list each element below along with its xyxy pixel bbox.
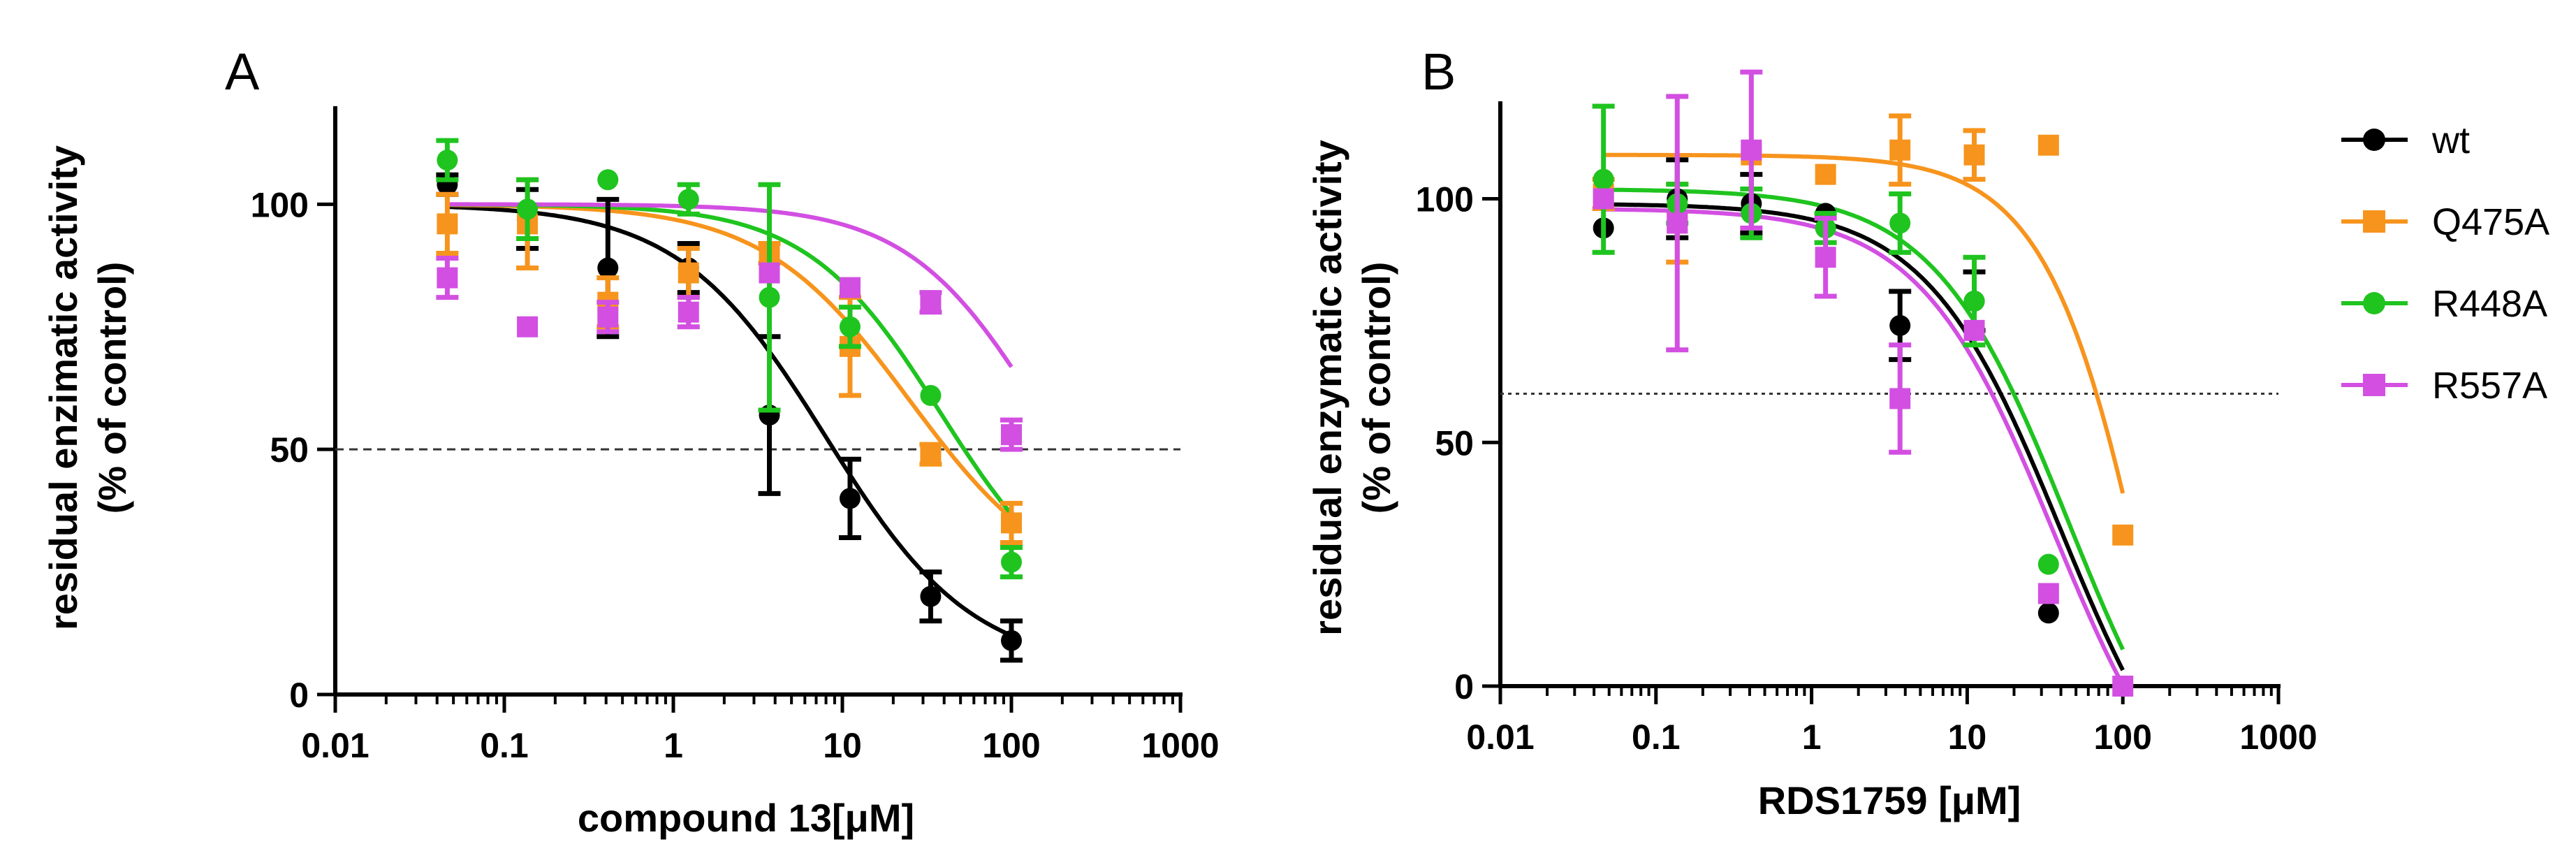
panel-b-point-q475a [1963,144,1985,166]
panel-a-point-r557a [517,316,539,337]
legend-label-r448a: R448A [2432,283,2547,325]
panel-a-point-r448a [759,286,780,308]
panel-b-x-tick-label: 1000 [2239,718,2317,757]
panel-b-point-q475a [1889,139,1911,161]
legend-marker-wt [2363,129,2385,151]
panel-a-point-q475a [1001,512,1022,534]
legend-marker-r557a [2363,374,2385,396]
panel-a-x-axis-title: compound 13[μM] [578,796,914,840]
panel-a-point-r557a [678,301,699,323]
panel-b-x-tick-label: 0.1 [1632,718,1681,757]
panel-b-y-axis-title: residual enzymatic activity (% of contro… [1305,140,1398,636]
panel-a-point-r448a [839,316,861,337]
panel-b-y-tick-label: 50 [1435,423,1474,463]
panel-b-point-q475a [2112,524,2134,546]
panel-a-point-wt [1001,630,1022,651]
panel-a-point-r557a [759,262,780,284]
panel-b-point-q475a [1815,163,1836,185]
legend-label-wt: wt [2431,119,2470,161]
panel-b-point-r557a [1593,188,1614,210]
legend-label-r557a: R557A [2432,365,2547,407]
panel-a-point-r448a [437,150,458,171]
panel-a-point-wt [839,488,861,509]
panel-b-fit-curve-wt [1603,202,2125,671]
panel-b-point-r448a [1593,168,1614,190]
panel-a-x-tick-label: 100 [982,726,1040,765]
panel-b-fit-curve-q475a [1603,152,2125,494]
panel-a-x-tick-label: 0.1 [480,726,529,765]
panel-a-fit-curve-wt [447,205,1013,638]
panel-a-point-r557a [437,267,458,289]
panel-a-y-tick-label: 0 [289,676,309,715]
panel-a-y-tick-label: 50 [270,430,309,470]
panel-a-point-r448a [517,198,539,220]
panel-a-point-r557a [920,291,942,313]
panel-b-fit-curve-r557a [1603,207,2125,686]
panel-b-point-r557a [1741,139,1762,161]
panel-b-point-r557a [1667,212,1688,234]
legend-item-q475a: Q475A [2341,201,2549,243]
panel-a-point-r448a [920,384,942,406]
panel-b-point-r557a [2112,676,2134,697]
legend-marker-r448a [2363,292,2385,314]
panel-a-point-r448a [597,169,619,191]
panel-a-point-r557a [1001,424,1022,446]
panel-a-point-q475a [678,262,699,284]
panel-a-point-wt [920,586,942,607]
panel-b-point-wt [2037,602,2059,624]
panel-a-y-title-line1: residual enzimatic activity [41,145,85,630]
panel-b-y-tick-label: 100 [1416,180,1474,219]
legend-item-r557a: R557A [2341,365,2547,407]
panel-b-fit-curve-r448a [1603,187,2125,650]
legend-item-r448a: R448A [2341,283,2547,325]
panel-b-legend: wt Q475A R448A R557A [2341,119,2549,407]
panel-b-x-tick-label: 10 [1948,718,1987,757]
panel-a-y-tick-label: 100 [251,185,309,224]
panel-b-point-r557a [2037,583,2059,604]
panel-b-point-r557a [1889,388,1911,409]
panel-b-letter: B [1421,43,1456,101]
panel-a-y-axis-title: residual enzimatic activity (% of contro… [41,145,134,630]
panel-b-y-title-line2: (% of control) [1354,262,1398,514]
panel-a-fit-curve-r448a [447,202,1013,516]
panel-b-plot: 0.01 0.1 1 10 100 1000 0 50 100 [1416,69,2318,757]
panel-a-point-r557a [597,306,619,328]
panel-a-fit-curve-q475a [447,203,1013,520]
panel-b-point-r448a [1889,212,1911,234]
panel-a: A residual enzimatic activity (% of cont… [41,43,1220,840]
panel-b: B residual enzymatic activity (% of cont… [1305,43,2549,822]
legend-marker-q475a [2363,210,2385,233]
panel-b-y-tick-label: 0 [1454,667,1474,706]
panel-b-y-title-line1: residual enzymatic activity [1305,140,1349,636]
panel-a-point-r448a [1001,551,1022,573]
panel-a-point-q475a [437,213,458,235]
legend-label-q475a: Q475A [2432,201,2549,243]
panel-b-x-tick-label: 1 [1802,718,1822,757]
panel-a-x-tick-label: 1 [664,726,683,765]
panel-b-x-tick-label: 100 [2093,718,2151,757]
panel-b-x-tick-label: 0.01 [1466,718,1534,757]
panel-a-x-tick-label: 0.01 [301,726,369,765]
legend-item-wt: wt [2341,119,2470,161]
panel-a-plot: 0.01 0.1 1 10 100 1000 0 50 100 [251,106,1220,765]
panel-a-x-tick-label: 1000 [1141,726,1219,765]
panel-b-x-axis-title: RDS1759 [μM] [1758,778,2021,822]
panel-a-point-r557a [839,277,861,298]
panel-b-point-r448a [2037,553,2059,575]
panel-a-y-title-line2: (% of control) [90,262,134,514]
panel-a-x-tick-label: 10 [823,726,862,765]
panel-a-point-q475a [920,444,942,465]
panel-b-point-wt [1889,314,1911,336]
panel-a-point-wt [597,257,619,279]
panel-b-point-q475a [2037,134,2059,156]
panel-b-point-r557a [1963,319,1985,341]
panel-a-letter: A [225,43,260,101]
panel-b-point-r448a [1963,290,1985,312]
panel-b-point-r557a [1815,247,1836,268]
panel-a-fit-curve-r557a [447,202,1013,368]
panel-a-point-r448a [678,189,699,210]
